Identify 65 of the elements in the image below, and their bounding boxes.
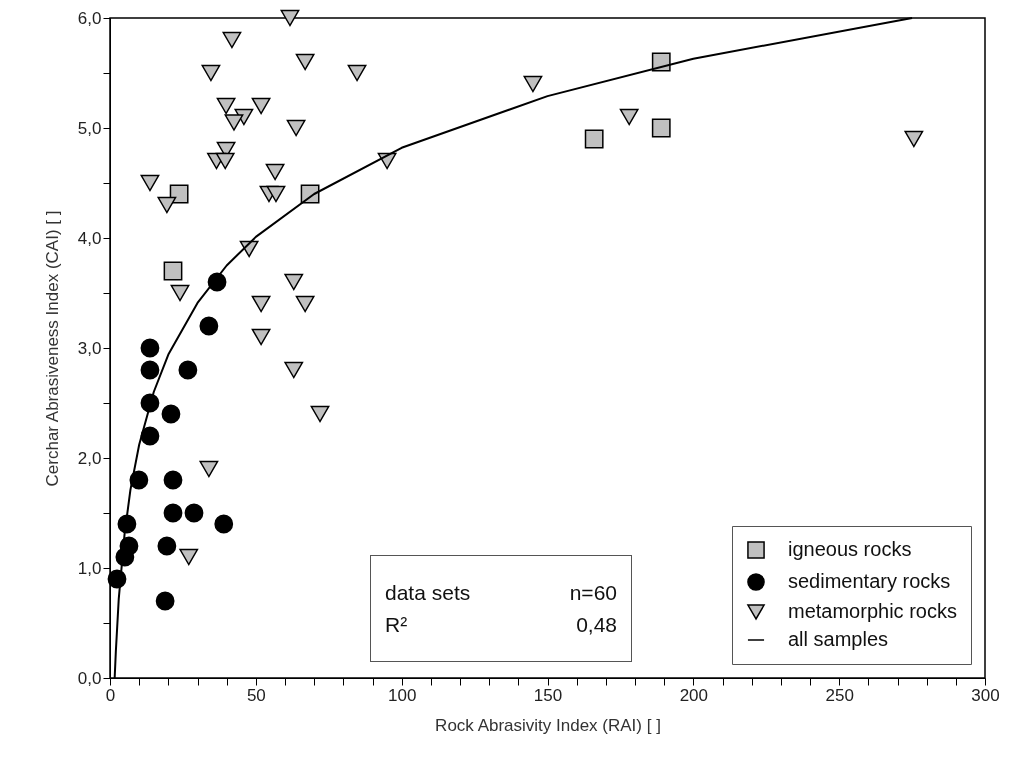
point [155, 591, 175, 611]
point [347, 64, 367, 82]
point [157, 536, 177, 556]
point [222, 31, 242, 49]
point [184, 503, 204, 523]
point [199, 460, 219, 478]
point [284, 273, 304, 291]
point [284, 361, 304, 379]
point [295, 53, 315, 71]
legend-label: sedimentary rocks [788, 570, 951, 592]
x-tick-label: 150 [533, 685, 563, 705]
point [619, 108, 639, 126]
point [280, 9, 300, 27]
point [266, 185, 286, 203]
point [251, 295, 271, 313]
annotation: data sets [385, 580, 472, 605]
x-axis-title: Rock Abrasivity Index (RAI) [ ] [435, 715, 661, 735]
annotation: n=60 [569, 580, 617, 605]
legend-label: igneous rocks [788, 538, 912, 560]
point [286, 119, 306, 137]
legend-label: metamorphic rocks [788, 600, 957, 622]
point [251, 97, 271, 115]
point [179, 548, 199, 566]
y-tick-label: 0,0 [77, 668, 102, 688]
point [310, 405, 330, 423]
y-tick-label: 3,0 [77, 338, 102, 358]
point [904, 130, 924, 148]
point [163, 503, 183, 523]
y-tick-label: 2,0 [77, 448, 102, 468]
point [163, 261, 183, 281]
y-axis-title: Cerchar Abrasiveness Index (CAI) [ ] [42, 210, 62, 487]
legend-label: all samples [788, 628, 889, 650]
point [140, 174, 160, 192]
point [216, 97, 236, 115]
x-tick-label: 300 [971, 685, 1000, 705]
point [295, 295, 315, 313]
y-tick-label: 1,0 [77, 558, 102, 578]
y-tick-label: 4,0 [77, 228, 102, 248]
point [140, 338, 160, 358]
x-tick-label: 50 [246, 685, 266, 705]
x-tick-label: 100 [387, 685, 417, 705]
annotation: 0,48 [575, 612, 617, 637]
y-tick-label: 6,0 [77, 8, 102, 28]
x-tick-label: 200 [679, 685, 709, 705]
point [157, 196, 177, 214]
point [265, 163, 285, 181]
point [140, 426, 160, 446]
point [584, 129, 604, 149]
point [140, 360, 160, 380]
y-tick-label: 5,0 [77, 118, 102, 138]
point [523, 75, 543, 93]
point [251, 328, 271, 346]
point [214, 514, 234, 534]
annotation: R² [385, 612, 409, 637]
point [224, 114, 244, 131]
point [651, 118, 671, 138]
x-tick-label: 0 [105, 685, 116, 705]
point [161, 404, 181, 424]
point [215, 152, 235, 170]
x-tick-label: 250 [825, 685, 854, 705]
point [178, 360, 198, 380]
point [201, 64, 221, 82]
point [199, 316, 219, 336]
point [163, 470, 183, 490]
point [170, 284, 190, 302]
